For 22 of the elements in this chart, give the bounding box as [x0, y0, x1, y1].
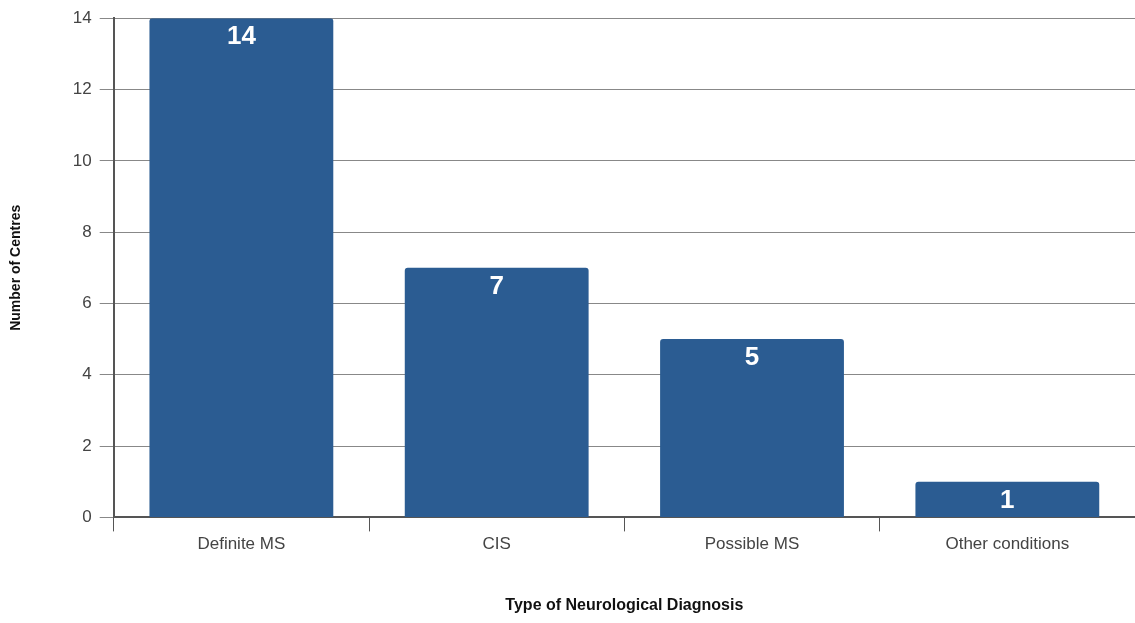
bar [404, 267, 589, 517]
data-label: 5 [744, 341, 760, 372]
data-label: 7 [489, 269, 504, 300]
y-tick-label: 4 [82, 364, 92, 384]
y-tick-label: 6 [82, 293, 92, 313]
bar [915, 481, 1100, 517]
y-tick-label: 14 [72, 7, 92, 27]
y-axis-title: Number of Centres [7, 204, 24, 331]
y-tick-label: 0 [82, 507, 92, 527]
x-tick-label: CIS [482, 534, 511, 554]
y-tick-label: 10 [72, 150, 92, 170]
x-axis-title: Type of Neurological Diagnosis [505, 595, 744, 613]
y-tick-label: 12 [72, 79, 92, 99]
y-tick-label: 2 [82, 435, 92, 455]
x-tick-label: Possible MS [704, 534, 800, 554]
x-tick-label: Definite MS [197, 534, 286, 554]
data-label: 14 [226, 20, 257, 51]
bar [149, 18, 334, 517]
bar [660, 339, 844, 517]
y-tick-label: 8 [82, 221, 92, 241]
x-tick-label: Other conditions [945, 534, 1070, 554]
data-label: 1 [1000, 483, 1015, 514]
